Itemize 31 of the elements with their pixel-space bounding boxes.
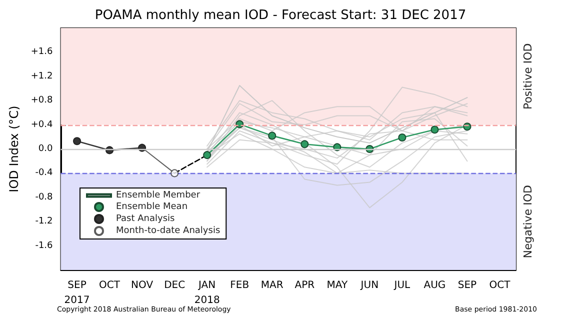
y-tick-label: +1.2 <box>30 71 53 82</box>
band-label: Negative IOD <box>522 184 534 258</box>
x-tick-label: JUN <box>360 280 379 291</box>
y-tick-label: +0.8 <box>30 96 54 106</box>
y-axis-title: IOD Index (°C) <box>7 106 21 192</box>
y-tick-label: -0.8 <box>35 192 54 202</box>
x-tick-label: NOV <box>131 280 154 291</box>
legend-label: Ensemble Member <box>116 190 200 200</box>
y-tick-label: -0.4 <box>35 168 54 178</box>
y-tick-label: +1.6 <box>30 47 54 58</box>
x-tick-label: JUL <box>393 280 411 291</box>
x-tick-label: MAR <box>260 280 284 291</box>
y-tick-label: -1.2 <box>35 216 53 227</box>
y-tick-label: -1.6 <box>35 240 54 251</box>
x-tick-label: OCT <box>99 280 121 291</box>
y-tick-label: 0.0 <box>38 144 54 154</box>
chart-title: POAMA monthly mean IOD - Forecast Start: 31 DEC 2017 <box>94 8 466 23</box>
band-label: Positive IOD <box>522 43 534 110</box>
legend-label: Ensemble Mean <box>116 202 188 212</box>
y-tick-label: +0.4 <box>30 120 54 130</box>
x-tick-label: SEP 2017 <box>64 280 90 306</box>
x-tick-label: FEB <box>230 280 250 291</box>
legend-label: Past Analysis <box>116 214 176 224</box>
x-tick-label: AUG <box>424 280 446 291</box>
x-tick-label: MAY <box>326 280 348 291</box>
x-tick-label: JAN 2018 <box>194 280 220 306</box>
x-tick-label: DEC <box>164 280 186 291</box>
x-tick-label: APR <box>294 280 315 291</box>
legend-label: Month-to-date Analysis <box>116 226 220 236</box>
x-tick-label: OCT <box>489 280 512 291</box>
x-tick-label: SEP <box>458 280 477 291</box>
